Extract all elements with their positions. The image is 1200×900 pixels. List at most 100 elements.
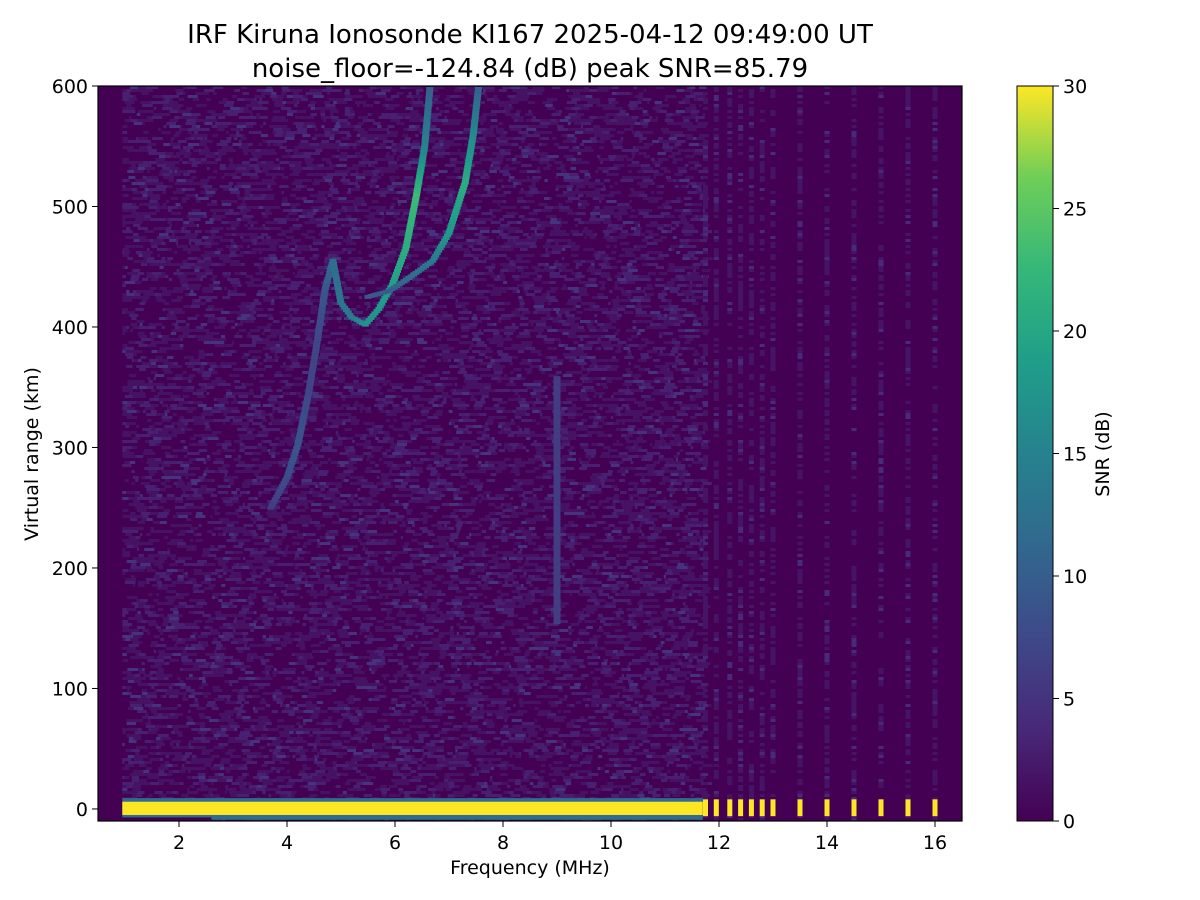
trace-point [462, 174, 470, 179]
channel-column [851, 86, 857, 821]
trace-point [553, 511, 561, 516]
trace-point [318, 306, 326, 311]
trace-point [378, 301, 386, 306]
trace-point [337, 300, 345, 305]
y-tick-label: 300 [52, 437, 88, 459]
trace-point [409, 210, 417, 215]
trace-point [298, 422, 306, 427]
trace-point [307, 376, 315, 381]
x-tick-label: 12 [707, 832, 731, 854]
trace-point [302, 405, 310, 410]
trace-point [321, 288, 329, 293]
y-tick-label: 100 [52, 678, 88, 700]
trace-point [411, 201, 419, 206]
ground-echo-channel [727, 799, 733, 817]
trace-point [441, 238, 449, 243]
trace-point [553, 532, 561, 537]
trace-point [282, 478, 289, 483]
trace-point [468, 138, 476, 143]
trace-point [474, 90, 482, 94]
trace-point [553, 409, 561, 414]
trace-point [471, 117, 479, 122]
trace-point [553, 614, 561, 619]
trace-point [553, 538, 561, 543]
channel-column [797, 86, 803, 818]
trace-point [381, 296, 389, 301]
trace-point [553, 590, 561, 595]
trace-point [276, 489, 284, 494]
trace-point [553, 469, 561, 474]
trace-point [319, 297, 327, 302]
trace-point [418, 162, 426, 167]
trace-point [317, 312, 325, 317]
trace-point [304, 394, 312, 399]
trace-point [312, 349, 320, 354]
trace-point [286, 466, 294, 471]
x-tick-label: 16 [923, 832, 947, 854]
trace-point [300, 414, 308, 419]
x-tick-label: 14 [815, 832, 839, 854]
heatmap-plot-area [98, 86, 962, 821]
trace-point [463, 171, 471, 176]
trace-point [322, 285, 330, 290]
trace-point [296, 431, 304, 436]
trace-point [553, 578, 561, 582]
trace-point [315, 331, 322, 335]
trace-point [315, 328, 323, 332]
trace-point [421, 141, 429, 146]
trace-point [410, 204, 418, 209]
trace-point [553, 608, 561, 613]
trace-point [467, 147, 475, 152]
trace-point [433, 251, 441, 256]
trace-point [310, 358, 318, 363]
colorbar-tick-label: 20 [1063, 321, 1087, 343]
trace-point [553, 382, 561, 387]
trace-point [469, 135, 477, 140]
trace-point [435, 248, 443, 253]
trace-point [459, 186, 467, 190]
trace-point [553, 605, 561, 610]
trace-point [295, 437, 303, 442]
channel-column [932, 86, 938, 821]
trace-point [296, 434, 304, 439]
colorbar-axis: 0 5 10 15 20 25 30 [1053, 76, 1087, 833]
x-tick-label: 4 [281, 832, 293, 854]
trace-point [396, 263, 404, 268]
trace-point [320, 294, 328, 299]
x-axis: 2 4 6 8 10 12 14 16 [173, 821, 947, 854]
trace-point [371, 311, 379, 316]
trace-point [314, 337, 322, 341]
trace-point [344, 310, 352, 315]
trace-point [553, 547, 561, 552]
trace-point [335, 288, 343, 293]
trace-point [553, 415, 561, 420]
trace-point [336, 297, 344, 302]
trace-point [373, 309, 381, 314]
trace-point [553, 496, 561, 501]
trace-point [553, 442, 561, 447]
trace-point [332, 273, 340, 278]
trace-point [322, 282, 330, 287]
trace-point [408, 213, 416, 218]
x-tick-label: 6 [389, 832, 401, 854]
y-axis: 0 100 200 300 400 500 600 [52, 76, 98, 821]
trace-point [382, 293, 390, 298]
trace-point [342, 308, 350, 313]
trace-point [305, 388, 313, 393]
y-axis-label: Virtual range (km) [21, 367, 43, 541]
trace-point [553, 466, 561, 471]
trace-point [451, 211, 459, 216]
trace-point [472, 111, 480, 116]
trace-point [465, 159, 473, 164]
trace-point [553, 499, 561, 504]
trace-point [553, 502, 561, 507]
trace-point [407, 222, 415, 227]
trace-point [456, 197, 464, 202]
trace-point [553, 611, 561, 616]
trace-point [553, 418, 561, 423]
x-tick-label: 2 [173, 832, 185, 854]
trace-point [553, 385, 561, 390]
trace-point [553, 400, 561, 405]
trace-point [422, 132, 430, 137]
